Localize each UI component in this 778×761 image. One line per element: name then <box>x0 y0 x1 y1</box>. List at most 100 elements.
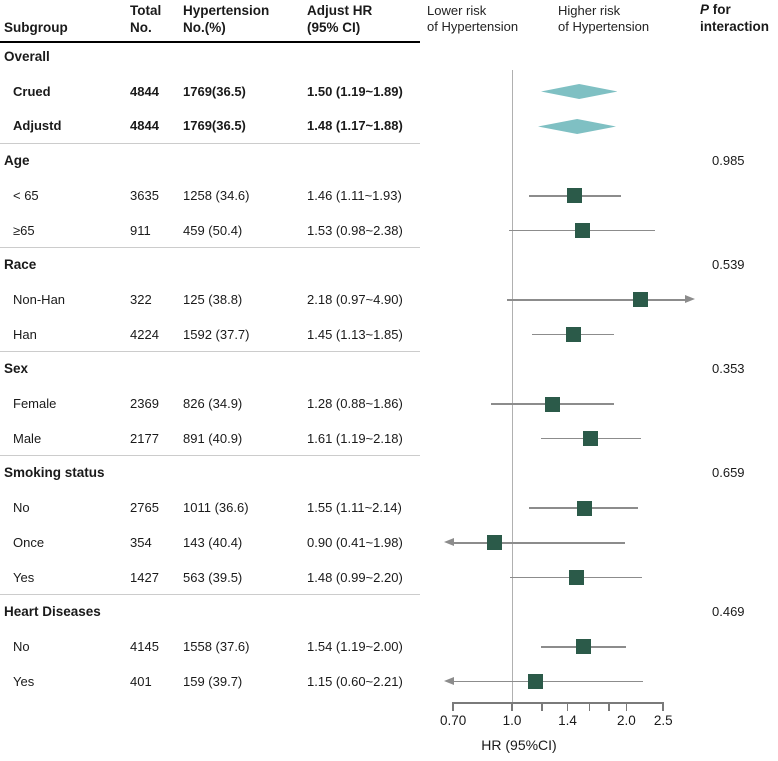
axis-tick-label: 1.4 <box>558 713 577 728</box>
cell-events: 563 (39.5) <box>183 569 243 585</box>
hr-square-marker <box>545 396 561 412</box>
column-header-adjust-hr-line1: Adjust HR <box>307 3 373 18</box>
label-higher-risk-line1: Higher risk <box>558 3 621 18</box>
cell-events: 143 (40.4) <box>183 534 243 550</box>
cell-total: 322 <box>130 291 152 307</box>
label-higher-risk-line2: of Hypertension <box>558 19 650 34</box>
cell-hr: 1.54 (1.19~2.00) <box>307 638 403 654</box>
column-header-total-line2: No. <box>130 20 152 35</box>
ci-arrow-right-icon <box>685 295 695 304</box>
section-divider <box>0 455 420 457</box>
cell-total: 2765 <box>130 500 159 516</box>
section-divider <box>0 247 420 249</box>
reference-line <box>511 70 513 703</box>
cell-hr: 1.50 (1.19~1.89) <box>307 83 403 99</box>
ci-line <box>454 680 643 683</box>
cell-total: 4145 <box>130 638 159 654</box>
label-lower-risk-line1: Lower risk <box>427 3 487 18</box>
hr-square-marker <box>633 292 649 308</box>
cell-hr: 1.48 (1.17~1.88) <box>307 118 403 134</box>
cell-hr: 1.55 (1.11~2.14) <box>307 500 402 516</box>
hr-square-marker <box>583 431 599 447</box>
row-label: Crued <box>13 83 51 99</box>
hr-square-marker <box>487 535 503 551</box>
axis-tick <box>452 702 454 711</box>
axis-title: HR (95%CI) <box>481 737 557 753</box>
cell-events: 1011 (36.6) <box>183 500 249 516</box>
cell-hr: 2.18 (0.97~4.90) <box>307 291 403 307</box>
axis-tick-label: 2.0 <box>617 713 636 728</box>
cell-total: 2369 <box>130 396 159 411</box>
label-lower-risk-line2: of Hypertension <box>427 19 519 34</box>
column-header-hypertension-line2: No.(%) <box>183 20 226 35</box>
hr-square-marker <box>569 570 585 585</box>
cell-hr: 1.28 (0.88~1.86) <box>307 396 403 411</box>
column-header-total-line1: Total <box>130 3 162 18</box>
section-divider <box>0 351 420 353</box>
section-label: Heart Diseases <box>4 604 101 620</box>
hr-square-marker <box>527 674 543 690</box>
cell-events: 125 (38.8) <box>183 291 243 307</box>
cell-total: 401 <box>130 673 152 689</box>
section-divider <box>0 594 420 596</box>
cell-total: 4844 <box>130 83 159 99</box>
column-header-p-line2: interaction <box>700 19 770 34</box>
axis-tick <box>541 702 543 711</box>
pooled-diamond-marker <box>540 84 618 100</box>
cell-total: 1427 <box>130 569 159 585</box>
p-italic: P <box>700 2 710 17</box>
cell-events: 826 (34.9) <box>183 396 243 411</box>
row-label: Non-Han <box>13 291 66 307</box>
axis-tick <box>511 702 513 711</box>
row-label: Adjustd <box>13 118 62 134</box>
cell-total: 3635 <box>130 187 159 203</box>
row-label: Yes <box>13 673 35 689</box>
cell-hr: 0.90 (0.41~1.98) <box>307 534 403 550</box>
row-label: Male <box>13 430 42 446</box>
p-value: 0.353 <box>712 361 745 377</box>
label-lower-risk: Lower risk of Hypertension <box>427 3 518 35</box>
row-label: < 65 <box>13 187 39 203</box>
p-value: 0.985 <box>712 153 745 169</box>
hr-square-marker <box>565 327 581 343</box>
row-label: Once <box>13 534 45 550</box>
row-label: Yes <box>13 569 35 585</box>
cell-hr: 1.46 (1.11~1.93) <box>307 187 402 203</box>
cell-events: 1592 (37.7) <box>183 326 250 342</box>
row-label: No <box>13 638 30 654</box>
row-label: Female <box>13 396 57 411</box>
ci-arrow-left-icon <box>444 538 454 547</box>
axis-tick <box>625 702 628 711</box>
axis-tick <box>608 702 610 711</box>
ci-line <box>454 542 625 544</box>
hr-square-marker <box>576 500 592 516</box>
row-label: No <box>13 500 30 516</box>
hr-square-marker <box>575 639 591 655</box>
cell-total: 4844 <box>130 118 159 134</box>
cell-total: 2177 <box>130 430 159 446</box>
cell-hr: 1.48 (0.99~2.20) <box>307 569 403 585</box>
axis-line <box>452 702 665 704</box>
hr-square-marker <box>566 188 582 204</box>
axis-tick-label: 1.0 <box>502 713 522 728</box>
p-value: 0.539 <box>712 257 745 273</box>
pooled-diamond-marker <box>537 118 617 134</box>
cell-total: 354 <box>130 534 152 550</box>
cell-hr: 1.53 (0.98~2.38) <box>307 222 403 238</box>
cell-hr: 1.15 (0.60~2.21) <box>307 673 403 689</box>
section-label: Age <box>4 153 30 169</box>
section-label: Race <box>4 257 37 273</box>
header-rule <box>0 41 420 43</box>
axis-tick-label: 2.5 <box>653 713 673 728</box>
column-header-adjust-hr-line2: (95% CI) <box>307 20 361 35</box>
section-divider <box>0 143 420 145</box>
column-header-adjust-hr: Adjust HR (95% CI) <box>307 2 372 36</box>
axis-tick-label: 0.70 <box>439 713 467 728</box>
cell-events: 1769(36.5) <box>183 83 246 99</box>
cell-events: 1558 (37.6) <box>183 638 250 654</box>
column-header-hypertension: Hypertension No.(%) <box>183 2 269 36</box>
cell-hr: 1.61 (1.19~2.18) <box>307 430 403 446</box>
cell-events: 1258 (34.6) <box>183 187 250 203</box>
section-label: Sex <box>4 361 29 377</box>
column-header-p-interaction: P for interaction <box>700 1 769 35</box>
